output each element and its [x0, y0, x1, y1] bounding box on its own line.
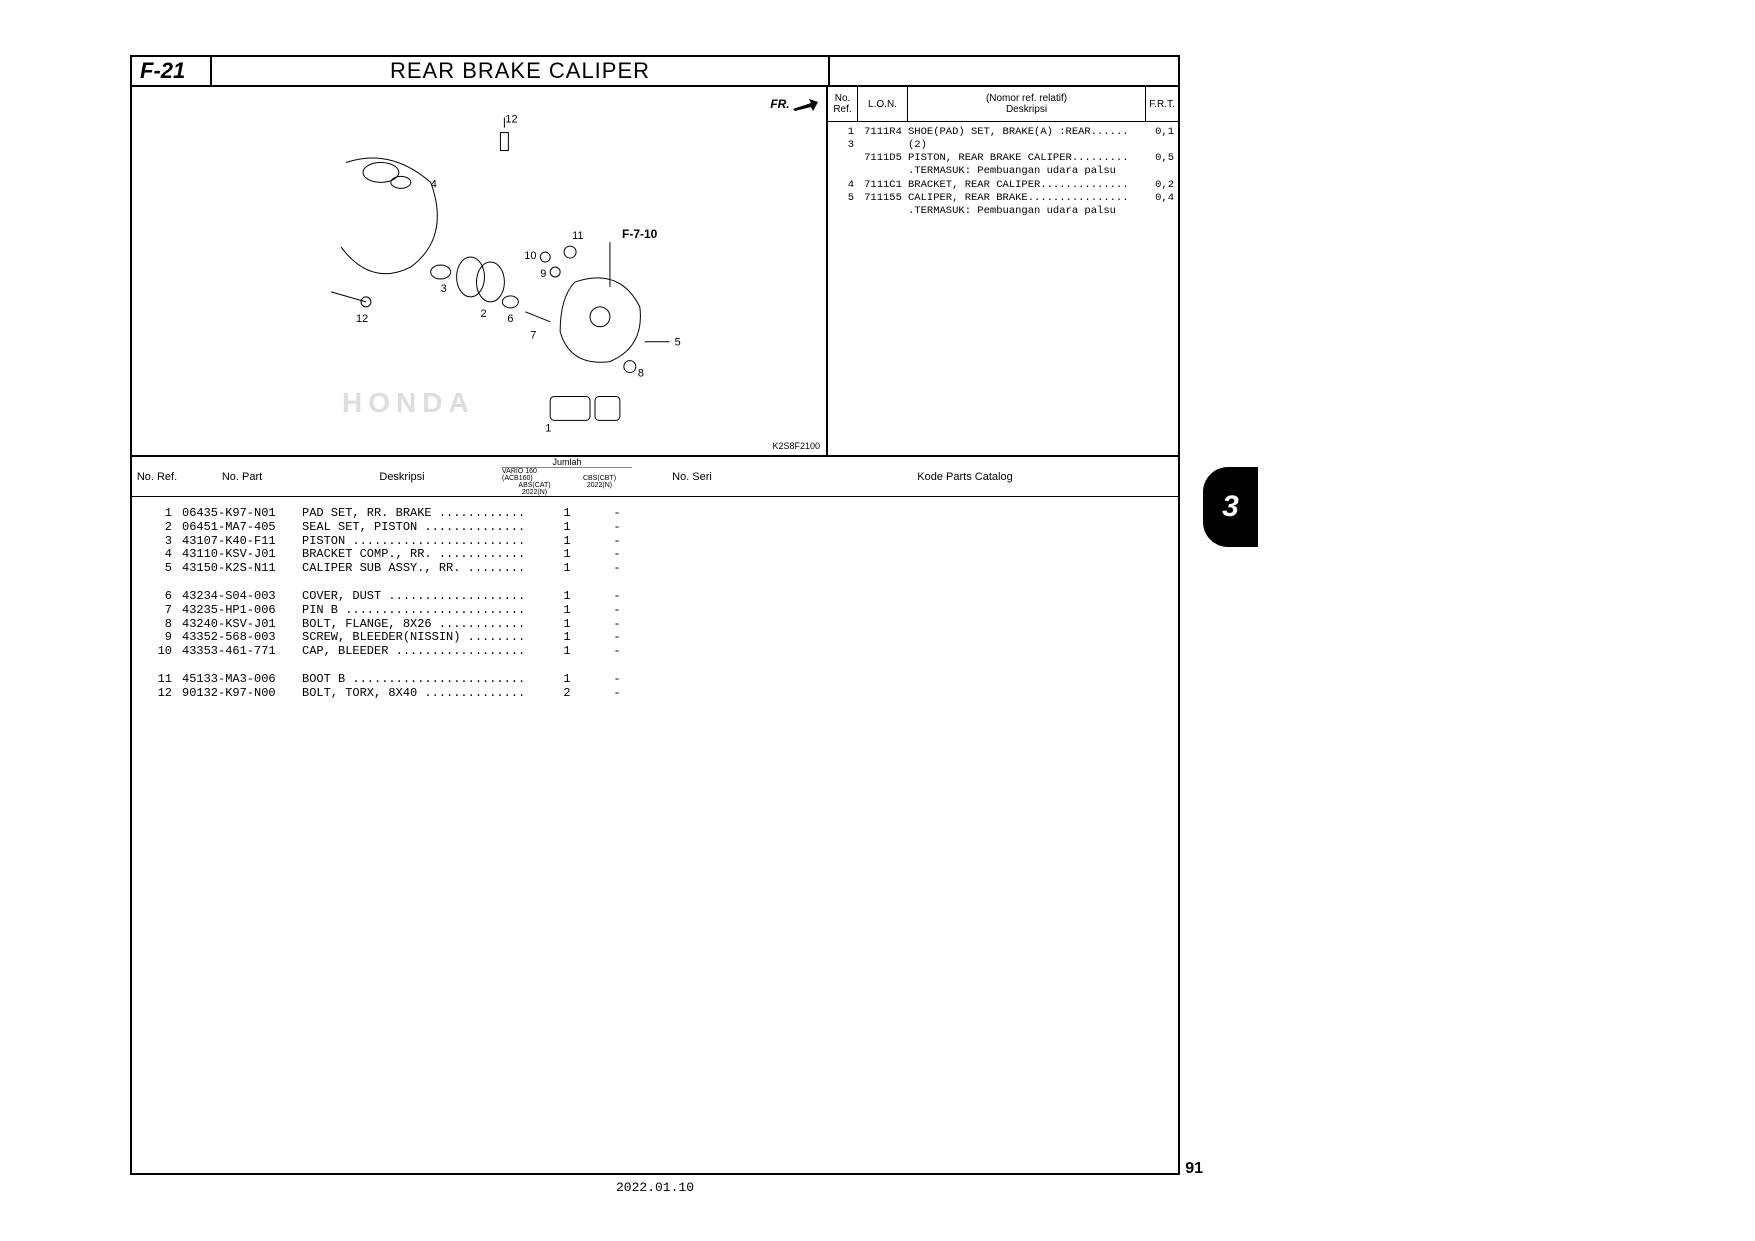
diagram-svg: 12 4 3 2 12 10 9 11 6 7 8 5 1 — [132, 87, 826, 455]
callout-11: 11 — [572, 230, 583, 242]
callout-4: 4 — [431, 178, 437, 190]
lon-row: .TERMASUK: Pembuangan udara palsu — [832, 205, 1174, 218]
part-row: 543150-K2S-N11CALIPER SUB ASSY., RR. ...… — [140, 562, 1170, 576]
ph-jumlah-top: Jumlah — [502, 457, 632, 468]
part-row: 1043353-461-771CAP, BLEEDER ............… — [140, 645, 1170, 659]
lon-h-desc: (Nomor ref. relatif) Deskripsi — [908, 87, 1146, 121]
lon-row: 5711155CALIPER, REAR BRAKE..............… — [832, 192, 1174, 205]
callout-10: 10 — [524, 250, 536, 262]
upper-content: FR. F-7-10 K2S8F2100 HONDA — [132, 87, 1178, 457]
part-row: 643234-S04-003COVER, DUST ..............… — [140, 590, 1170, 604]
part-row: 1145133-MA3-006BOOT B ..................… — [140, 673, 1170, 687]
callout-6: 6 — [507, 313, 513, 325]
ph-jumlah-c1: VARIO 160 (ACB160) ABS(CAT) 2022(N) — [502, 468, 567, 496]
part-row: 843240-KSV-J01BOLT, FLANGE, 8X26 .......… — [140, 618, 1170, 632]
date-footer: 2022.01.10 — [132, 1180, 1178, 1195]
page-number: 91 — [1185, 1160, 1203, 1178]
lon-row: 3(2) — [832, 139, 1174, 152]
part-row: 1290132-K97-N00BOLT, TORX, 8X40 ........… — [140, 687, 1170, 701]
ph-desc: Deskripsi — [302, 457, 502, 496]
callout-2: 2 — [480, 308, 486, 320]
lon-h-lon: L.O.N. — [858, 87, 908, 121]
callout-9: 9 — [540, 268, 546, 280]
part-row: 206451-MA7-405SEAL SET, PISTON .........… — [140, 521, 1170, 535]
ph-kode: Kode Parts Catalog — [752, 457, 1178, 496]
lon-row: .TERMASUK: Pembuangan udara palsu — [832, 165, 1174, 178]
ph-jumlah-c2: CBS(CBT) 2022(N) — [567, 468, 632, 496]
part-row: 106435-K97-N01PAD SET, RR. BRAKE .......… — [140, 507, 1170, 521]
lon-row: 17111R4SHOE(PAD) SET, BRAKE(A) :REAR....… — [832, 126, 1174, 139]
lon-table: No. Ref. L.O.N. (Nomor ref. relatif) Des… — [828, 87, 1178, 455]
ph-part: No. Part — [182, 457, 302, 496]
header-right-empty — [828, 57, 1178, 85]
callout-8: 8 — [638, 368, 644, 380]
page-frame: F-21 REAR BRAKE CALIPER FR. F-7-10 K2S8F… — [130, 55, 1180, 1175]
part-row: 343107-K40-F11PISTON ...................… — [140, 535, 1170, 549]
callout-12a: 12 — [505, 114, 517, 126]
lon-row: 47111C1BRACKET, REAR CALIPER............… — [832, 179, 1174, 192]
callout-12b: 12 — [356, 313, 368, 325]
ph-ref: No. Ref. — [132, 457, 182, 496]
header-row: F-21 REAR BRAKE CALIPER — [132, 57, 1178, 87]
chapter-tab: 3 — [1203, 467, 1258, 547]
parts-header: No. Ref. No. Part Deskripsi Jumlah VARIO… — [132, 457, 1178, 497]
callout-1: 1 — [545, 422, 551, 434]
part-row: 443110-KSV-J01BRACKET COMP., RR. .......… — [140, 548, 1170, 562]
ph-seri: No. Seri — [632, 457, 752, 496]
callout-5: 5 — [675, 337, 681, 349]
parts-body: 106435-K97-N01PAD SET, RR. BRAKE .......… — [132, 497, 1178, 711]
lon-header: No. Ref. L.O.N. (Nomor ref. relatif) Des… — [828, 87, 1178, 122]
part-row: 943352-568-003SCREW, BLEEDER(NISSIN) ...… — [140, 631, 1170, 645]
lon-h-desc-bot: Deskripsi — [1006, 104, 1047, 115]
callout-7: 7 — [530, 330, 536, 342]
section-title: REAR BRAKE CALIPER — [212, 57, 828, 85]
callout-3: 3 — [441, 283, 447, 295]
lon-h-ref: No. Ref. — [828, 87, 858, 121]
lon-body: 17111R4SHOE(PAD) SET, BRAKE(A) :REAR....… — [828, 122, 1178, 222]
exploded-diagram: FR. F-7-10 K2S8F2100 HONDA — [132, 87, 828, 455]
section-code: F-21 — [132, 57, 212, 85]
part-row: 743235-HP1-006PIN B ....................… — [140, 604, 1170, 618]
lon-row: 7111D5PISTON, REAR BRAKE CALIPER........… — [832, 152, 1174, 165]
lon-h-frt: F.R.T. — [1146, 87, 1178, 121]
lon-h-desc-top: (Nomor ref. relatif) — [986, 93, 1067, 104]
ph-jumlah: Jumlah VARIO 160 (ACB160) ABS(CAT) 2022(… — [502, 457, 632, 496]
